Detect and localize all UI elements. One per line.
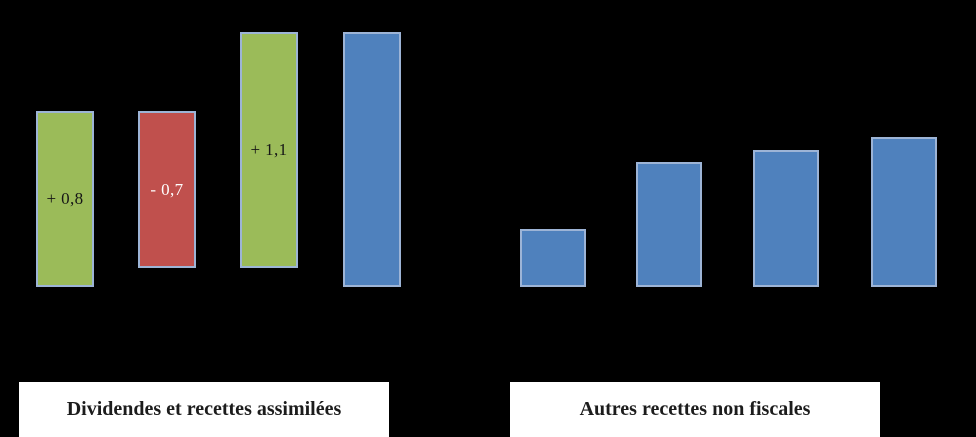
waterfall-bar-decrease: - 0,7 [138, 111, 196, 268]
waterfall-bar-total [343, 32, 401, 287]
bar-autres-1 [520, 229, 586, 287]
bar-autres-3 [753, 150, 819, 287]
category-label-dividendes: Dividendes et recettes assimilées [66, 398, 342, 420]
bar-autres-4 [871, 137, 937, 287]
category-box-autres-recettes: Autres recettes non fiscales [510, 382, 880, 437]
bar-value-label: + 0,8 [46, 189, 84, 208]
waterfall-bar-increase-2: + 1,1 [240, 32, 298, 268]
waterfall-bar-increase-1: + 0,8 [36, 111, 94, 287]
category-box-dividendes: Dividendes et recettes assimilées [19, 382, 389, 437]
bar-value-label: + 1,1 [250, 140, 288, 159]
bar-autres-2 [636, 162, 702, 287]
category-label-autres-recettes: Autres recettes non fiscales [579, 398, 811, 420]
bar-value-label: - 0,7 [150, 179, 184, 199]
